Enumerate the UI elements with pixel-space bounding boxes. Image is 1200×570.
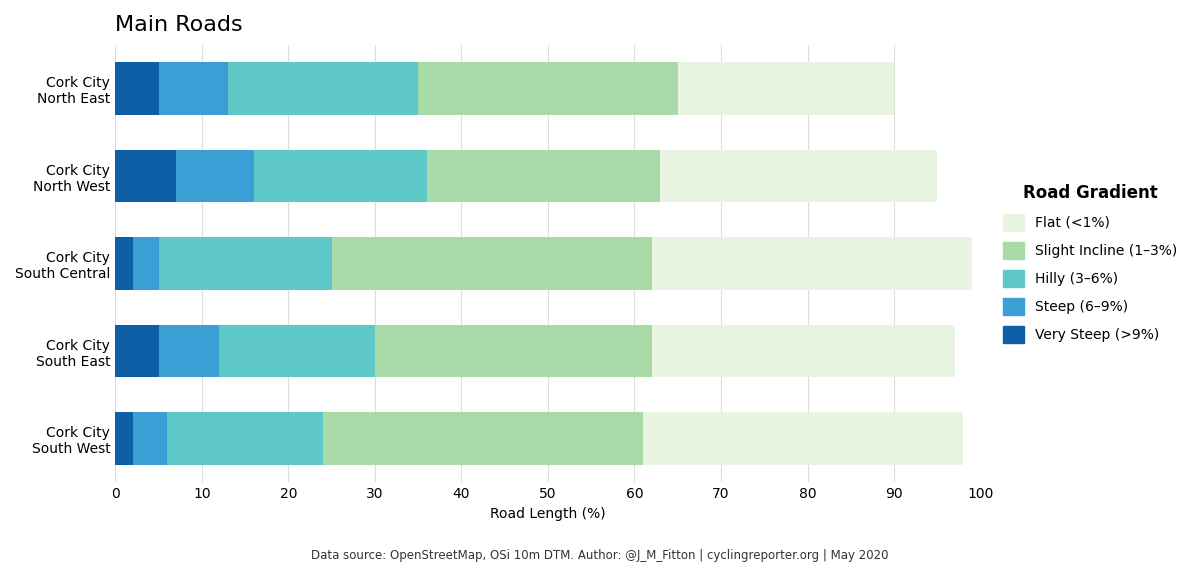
Bar: [132, 412, 167, 465]
Bar: [374, 325, 652, 377]
X-axis label: Road Length (%): Road Length (%): [490, 507, 606, 521]
Legend: Flat (<1%), Slight Incline (1–3%), Hilly (3–6%), Steep (6–9%), Very Steep (>9%): Flat (<1%), Slight Incline (1–3%), Hilly…: [996, 177, 1184, 350]
Bar: [427, 150, 660, 202]
Bar: [115, 325, 158, 377]
Bar: [115, 150, 176, 202]
Bar: [158, 62, 228, 115]
Bar: [418, 62, 678, 115]
Bar: [323, 412, 643, 465]
Bar: [115, 237, 132, 290]
Bar: [132, 237, 158, 290]
Bar: [253, 150, 427, 202]
Bar: [643, 412, 964, 465]
Bar: [652, 325, 955, 377]
Bar: [176, 150, 253, 202]
Bar: [220, 325, 374, 377]
Bar: [167, 412, 323, 465]
Bar: [331, 237, 652, 290]
Bar: [660, 150, 937, 202]
Bar: [115, 412, 132, 465]
Bar: [115, 62, 158, 115]
Bar: [158, 325, 220, 377]
Text: Main Roads: Main Roads: [115, 15, 242, 35]
Bar: [158, 237, 331, 290]
Bar: [228, 62, 418, 115]
Text: Data source: OpenStreetMap, OSi 10m DTM. Author: @J_M_Fitton | cyclingreporter.o: Data source: OpenStreetMap, OSi 10m DTM.…: [311, 548, 889, 561]
Bar: [678, 62, 894, 115]
Bar: [652, 237, 972, 290]
